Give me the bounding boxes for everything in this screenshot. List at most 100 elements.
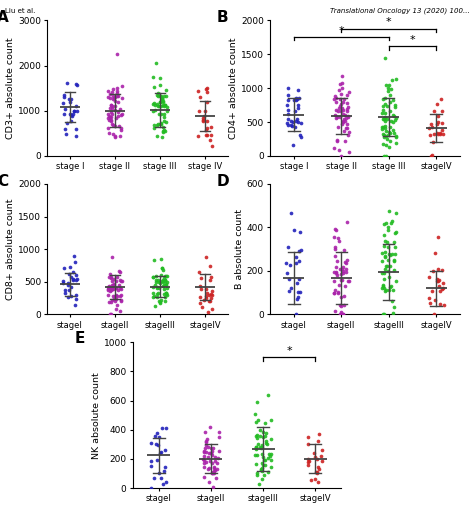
Point xyxy=(159,101,167,109)
Point xyxy=(159,277,167,286)
Point xyxy=(338,79,346,87)
Point xyxy=(343,105,350,113)
Point xyxy=(149,283,157,291)
Point xyxy=(156,98,164,106)
Point xyxy=(162,272,170,281)
Point xyxy=(163,278,171,286)
Point xyxy=(163,92,170,100)
Point xyxy=(151,432,158,440)
Point xyxy=(313,469,321,477)
Point xyxy=(111,122,119,130)
Point xyxy=(202,285,210,293)
Point xyxy=(107,284,114,292)
Point xyxy=(293,114,301,123)
Point xyxy=(210,467,218,475)
Point xyxy=(153,290,161,298)
Point xyxy=(292,253,300,261)
Point xyxy=(338,104,346,112)
Point xyxy=(304,433,311,442)
Point xyxy=(381,253,389,261)
Point xyxy=(109,292,117,300)
Point xyxy=(154,283,161,291)
Point xyxy=(435,265,442,273)
Point xyxy=(113,91,121,100)
Point xyxy=(197,293,204,301)
Point xyxy=(383,238,390,246)
Point xyxy=(336,310,344,318)
Point xyxy=(154,276,162,285)
Point xyxy=(149,100,157,108)
Point xyxy=(116,292,123,300)
Point xyxy=(61,110,68,119)
Point xyxy=(150,124,157,132)
Point xyxy=(150,83,158,91)
Point xyxy=(194,132,202,140)
Point xyxy=(263,439,270,447)
Point xyxy=(155,284,163,292)
Point xyxy=(150,256,157,264)
Point xyxy=(261,419,269,427)
Point xyxy=(112,284,119,292)
Point xyxy=(304,439,312,448)
Point xyxy=(215,428,223,436)
Point xyxy=(262,437,269,445)
Point xyxy=(381,248,389,257)
Point xyxy=(157,119,164,127)
Point xyxy=(264,468,272,476)
Point xyxy=(341,137,349,146)
Point xyxy=(381,287,389,295)
Point xyxy=(307,476,315,484)
Point xyxy=(335,146,343,154)
Point xyxy=(436,129,444,137)
Point xyxy=(433,121,440,129)
Point xyxy=(439,284,447,292)
Point xyxy=(159,97,166,105)
Point xyxy=(310,449,318,457)
Text: B: B xyxy=(217,10,229,25)
Point xyxy=(311,453,319,461)
Point xyxy=(332,263,339,271)
Point xyxy=(311,475,319,483)
Point xyxy=(333,136,341,144)
Point xyxy=(297,132,304,141)
Point xyxy=(161,446,169,454)
Point xyxy=(334,123,342,131)
Point xyxy=(117,124,125,132)
Point xyxy=(204,443,212,451)
Point xyxy=(284,91,292,99)
Point xyxy=(60,91,68,100)
Point xyxy=(118,111,125,119)
Point xyxy=(62,125,69,133)
Point xyxy=(331,251,339,260)
Point xyxy=(114,50,121,58)
Point xyxy=(283,101,291,109)
Point xyxy=(295,257,303,265)
Point xyxy=(294,104,302,112)
Point xyxy=(200,456,208,464)
Point xyxy=(386,137,394,146)
Point xyxy=(162,276,169,285)
Point xyxy=(339,98,347,106)
Point xyxy=(107,101,115,109)
Point xyxy=(379,310,387,318)
Point xyxy=(116,132,124,140)
Point xyxy=(257,444,264,452)
Point xyxy=(386,98,393,106)
Point xyxy=(433,274,441,283)
Point xyxy=(116,268,124,276)
Point xyxy=(202,131,210,140)
Point xyxy=(111,292,119,300)
Point xyxy=(208,451,216,459)
Point xyxy=(211,452,219,460)
Point xyxy=(342,124,350,132)
Point xyxy=(387,282,395,290)
Point xyxy=(72,295,80,303)
Point xyxy=(107,270,114,278)
Point xyxy=(390,303,398,311)
Point xyxy=(429,267,437,275)
Point xyxy=(106,310,114,318)
Point xyxy=(156,81,164,89)
Point xyxy=(208,291,215,299)
Point xyxy=(383,135,391,144)
Point xyxy=(332,98,339,106)
